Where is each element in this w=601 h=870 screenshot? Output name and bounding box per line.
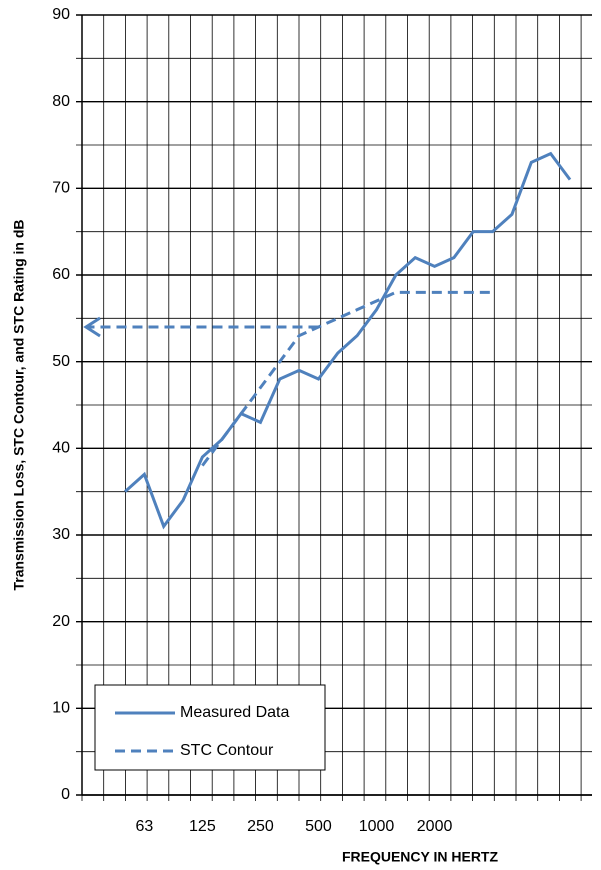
x-tick-label: 500: [305, 818, 332, 835]
x-tick-label: 2000: [417, 818, 453, 835]
x-tick-label: 1000: [359, 818, 395, 835]
series-line: [201, 290, 493, 467]
y-tick-label: 90: [52, 6, 70, 23]
x-tick-label: 63: [135, 818, 153, 835]
y-tick-label: 70: [52, 180, 70, 197]
x-tick-label: 250: [247, 818, 274, 835]
y-tick-label: 40: [52, 440, 70, 457]
legend-label: STC Contour: [180, 742, 274, 759]
y-tick-label: 60: [52, 266, 70, 283]
y-tick-label: 50: [52, 353, 70, 370]
arrow-head: [83, 316, 101, 338]
x-tick-label: 125: [189, 818, 216, 835]
x-axis-title: FREQUENCY IN HERTZ: [342, 849, 499, 865]
series-line: [123, 151, 572, 530]
y-tick-label: 10: [52, 700, 70, 717]
y-tick-label: 30: [52, 526, 70, 543]
legend-box: [94, 684, 326, 771]
legend-label: Measured Data: [180, 704, 289, 721]
y-axis-title: Transmission Loss, STC Contour, and STC …: [11, 219, 27, 590]
y-tick-label: 20: [52, 613, 70, 630]
y-tick-label: 0: [61, 786, 70, 803]
y-tick-label: 80: [52, 93, 70, 110]
